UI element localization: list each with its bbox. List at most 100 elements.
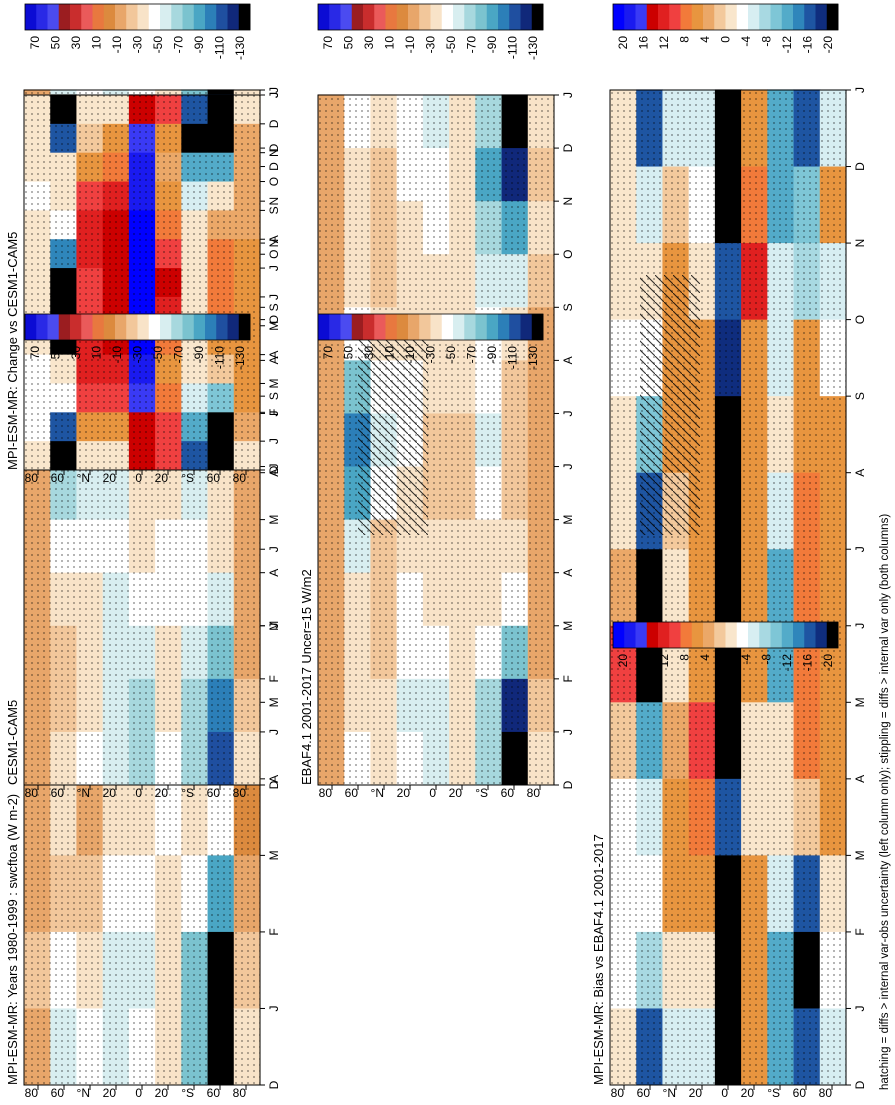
month-tick-label: A xyxy=(267,775,281,783)
colorbar-tick-label: -8 xyxy=(760,36,774,47)
colorbar-swatch xyxy=(115,314,127,340)
colorbar-swatch xyxy=(714,622,726,648)
colorbar-tick-label: -50 xyxy=(151,346,165,364)
colorbar-tick-label: -10 xyxy=(403,346,417,364)
colorbar-tick-label: 50 xyxy=(342,346,356,360)
colorbar-swatch xyxy=(624,622,636,648)
colorbar-swatch xyxy=(669,622,681,648)
colorbar-swatch xyxy=(148,4,161,30)
colorbar-swatch xyxy=(374,4,386,30)
colorbar-swatch xyxy=(453,314,465,340)
colorbar-tick-label: -70 xyxy=(172,346,186,364)
colorbar-swatch xyxy=(430,314,443,340)
colorbar-swatch xyxy=(126,4,138,30)
month-tick-label: A xyxy=(561,569,575,577)
month-tick-label: O xyxy=(267,177,281,186)
colorbar-tick-label: -30 xyxy=(131,346,145,364)
colorbar-swatch xyxy=(115,4,127,30)
colorbar-swatch xyxy=(193,314,206,340)
hatching-overlay xyxy=(358,335,428,535)
month-tick-label: D xyxy=(267,780,281,789)
colorbar-swatch xyxy=(47,4,60,30)
colorbar-tick-label: -20 xyxy=(821,654,835,672)
colorbar-tick-label: 70 xyxy=(28,346,42,360)
colorbar-swatch xyxy=(498,4,510,30)
colorbar-tick-label: -4 xyxy=(739,36,753,47)
colorbar-swatch xyxy=(374,314,386,340)
colorbar-swatch xyxy=(520,314,533,340)
colorbar-swatch xyxy=(216,314,228,340)
month-axis: D J F M A M J J A S O N D J xyxy=(554,92,575,789)
colorbar-swatch xyxy=(804,622,816,648)
colorbar-swatch xyxy=(804,4,816,30)
colorbar-swatch xyxy=(160,4,172,30)
month-tick-label: F xyxy=(267,675,281,682)
latitude-tick-label: 20 xyxy=(397,786,411,800)
colorbar-swatch xyxy=(658,622,670,648)
stippling-overlay xyxy=(318,95,554,785)
month-tick-label: J xyxy=(853,87,867,93)
colorbar-swatch xyxy=(646,622,659,648)
month-tick-label: N xyxy=(267,239,281,248)
colorbar-swatch xyxy=(770,622,783,648)
colorbar-tick-label: -130 xyxy=(233,36,247,60)
colorbar-swatch xyxy=(238,314,251,340)
colorbar-swatch xyxy=(464,314,476,340)
panel-title: EBAF4.1 2001-2017 Uncer=15 W/m2 xyxy=(299,569,314,785)
latitude-tick-label: °S xyxy=(475,786,488,800)
panel-title: MPI-ESM-MR: Change vs CESM1-CAM5 xyxy=(5,232,20,470)
month-tick-label: J xyxy=(267,92,281,98)
latitude-tick-label: 0 xyxy=(135,471,142,485)
latitude-tick-label: °S xyxy=(767,1086,780,1100)
panel-title: CESM1-CAM5 xyxy=(5,700,20,785)
month-tick-label: A xyxy=(853,775,867,783)
month-tick-label: O xyxy=(853,315,867,324)
colorbar-swatch xyxy=(205,314,217,340)
month-tick-label: J xyxy=(267,623,281,629)
month-tick-label: S xyxy=(267,392,281,400)
colorbar-swatch xyxy=(793,4,805,30)
month-tick-label: F xyxy=(267,409,281,416)
month-tick-label: J xyxy=(267,87,281,93)
month-tick-label: A xyxy=(853,469,867,477)
colorbar-swatch xyxy=(58,314,71,340)
colorbar-tick-label: -130 xyxy=(233,346,247,370)
colorbar-swatch xyxy=(509,4,521,30)
colorbar-swatch xyxy=(171,314,183,340)
colorbar-swatch xyxy=(748,4,760,30)
latitude-tick-label: 0 xyxy=(135,1086,142,1100)
month-tick-label: A xyxy=(267,235,281,243)
month-tick-label: M xyxy=(267,850,281,860)
month-tick-label: J xyxy=(853,546,867,552)
latitude-tick-label: 20 xyxy=(155,471,169,485)
month-axis: D J F M A M J J A S O N D J xyxy=(846,87,867,1089)
colorbar-tick-label: -90 xyxy=(485,346,499,364)
colorbar-swatch xyxy=(635,4,648,30)
colorbar-tick-label: -30 xyxy=(424,346,438,364)
month-tick-label: M xyxy=(267,621,281,631)
month-tick-label: A xyxy=(267,356,281,364)
latitude-tick-label: °N xyxy=(77,471,90,485)
colorbar-swatch xyxy=(193,4,206,30)
month-tick-label: M xyxy=(853,850,867,860)
colorbar-swatch xyxy=(81,314,93,340)
latitude-tick-label: 60 xyxy=(637,1086,651,1100)
latitude-tick-label: °N xyxy=(77,1086,90,1100)
colorbar-swatch xyxy=(531,4,544,30)
colorbar-top-left: 70 50 30 10 -10 -30 -50 -70 -90 -110 -130 xyxy=(24,3,251,60)
colorbar-tick-label: 0 xyxy=(719,36,733,43)
colorbar-tick-label: -130 xyxy=(526,36,540,60)
colorbar-swatch xyxy=(396,4,409,30)
colorbar-swatch xyxy=(137,314,150,340)
month-tick-label: M xyxy=(267,515,281,525)
colorbar-swatch xyxy=(736,4,749,30)
colorbar-swatch xyxy=(385,314,398,340)
colorbar-tick-label: -70 xyxy=(172,36,186,54)
colorbar-swatch xyxy=(148,314,161,340)
colorbar-swatch xyxy=(669,4,681,30)
colorbar-swatch xyxy=(340,314,353,340)
month-tick-label: N xyxy=(561,197,575,206)
month-tick-label: S xyxy=(561,303,575,311)
month-tick-label: J xyxy=(267,92,281,98)
latitude-tick-label: 80 xyxy=(319,786,333,800)
